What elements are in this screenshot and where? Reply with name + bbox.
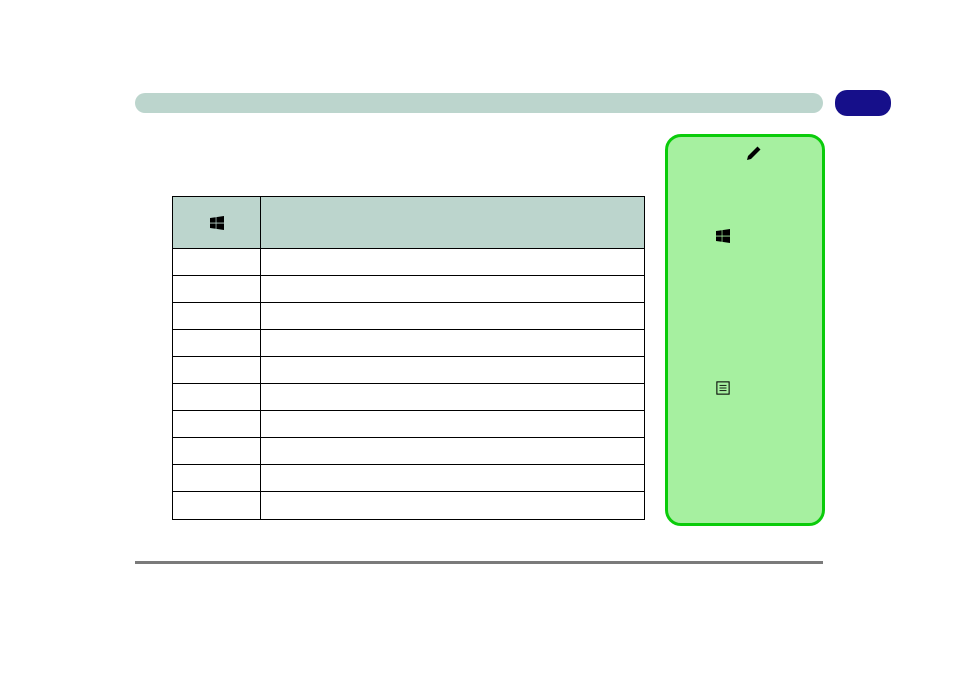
td-desc	[261, 438, 644, 464]
table-row	[173, 492, 644, 519]
windows-logo-icon	[210, 216, 224, 230]
page-badge	[835, 90, 891, 116]
header-bar	[135, 93, 823, 113]
td-key	[173, 357, 261, 383]
td-desc	[261, 357, 644, 383]
td-key	[173, 330, 261, 356]
td-key	[173, 438, 261, 464]
td-desc	[261, 330, 644, 356]
td-key	[173, 384, 261, 410]
table-row	[173, 276, 644, 303]
table-header	[173, 197, 644, 249]
td-desc	[261, 249, 644, 275]
td-key	[173, 276, 261, 302]
td-key	[173, 492, 261, 519]
td-desc	[261, 276, 644, 302]
td-desc	[261, 303, 644, 329]
table-row	[173, 357, 644, 384]
td-desc	[261, 492, 644, 519]
td-key	[173, 249, 261, 275]
windows-logo-icon	[716, 229, 730, 243]
td-key	[173, 303, 261, 329]
td-key	[173, 465, 261, 491]
table-row	[173, 411, 644, 438]
pen-icon	[746, 145, 762, 161]
td-key	[173, 411, 261, 437]
td-desc	[261, 411, 644, 437]
shortcuts-table	[172, 196, 645, 520]
table-row	[173, 465, 644, 492]
note-box	[665, 134, 825, 526]
table-header-label-cell	[261, 197, 644, 248]
table-header-icon-cell	[173, 197, 261, 248]
table-row	[173, 249, 644, 276]
list-icon	[716, 381, 730, 395]
footer-line	[135, 561, 823, 564]
td-desc	[261, 465, 644, 491]
td-desc	[261, 384, 644, 410]
table-row	[173, 303, 644, 330]
table-row	[173, 438, 644, 465]
table-row	[173, 384, 644, 411]
table-row	[173, 330, 644, 357]
